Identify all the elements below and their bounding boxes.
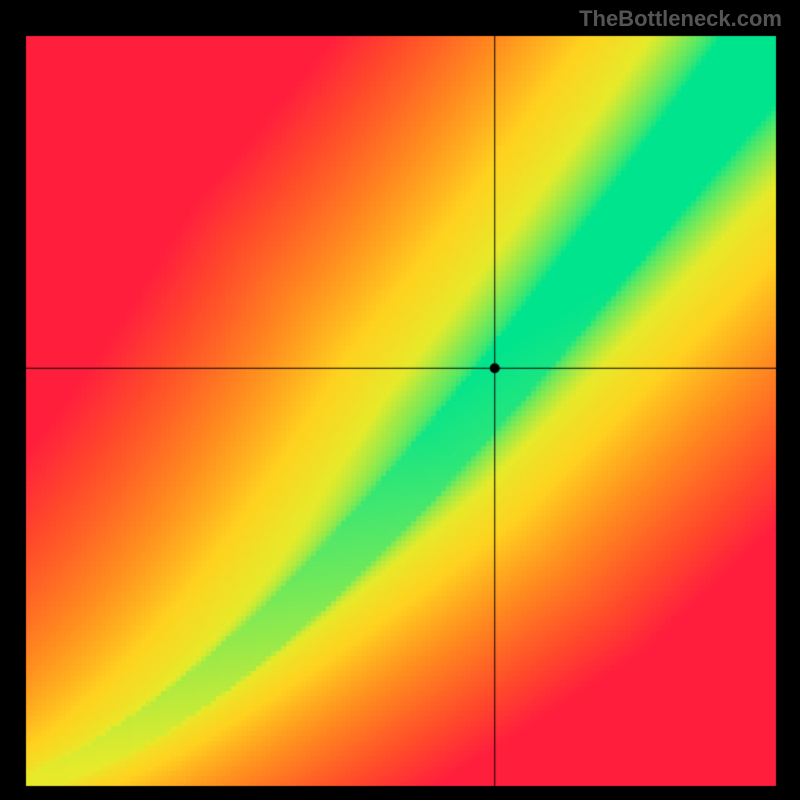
chart-container: { "watermark": { "text": "TheBottleneck.… xyxy=(0,0,800,800)
watermark-text: TheBottleneck.com xyxy=(579,6,782,32)
bottleneck-heatmap xyxy=(0,0,800,800)
